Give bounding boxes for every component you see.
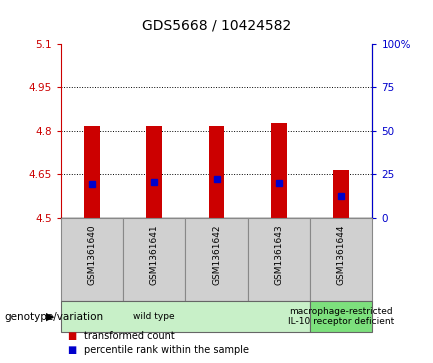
Text: ■: ■ (67, 344, 76, 355)
Text: GSM1361641: GSM1361641 (150, 224, 158, 285)
Bar (61, 218, 123, 301)
Text: GSM1361640: GSM1361640 (87, 224, 96, 285)
Bar (146, 126, 162, 218)
Text: GSM1361644: GSM1361644 (337, 224, 346, 285)
Bar (185, 218, 248, 301)
Bar (209, 126, 224, 218)
Text: GSM1361643: GSM1361643 (275, 224, 283, 285)
Text: transformed count: transformed count (84, 331, 175, 341)
Text: ■: ■ (67, 331, 76, 341)
Bar (61, 301, 310, 332)
Bar (248, 218, 310, 301)
Bar (333, 170, 349, 218)
Bar (84, 126, 100, 218)
Text: ▶: ▶ (45, 312, 54, 322)
Bar (310, 218, 372, 301)
Bar (271, 123, 287, 218)
Text: macrophage-restricted
IL-10 receptor deficient: macrophage-restricted IL-10 receptor def… (288, 307, 394, 326)
Text: wild type: wild type (133, 312, 175, 321)
Text: GSM1361642: GSM1361642 (212, 224, 221, 285)
Bar (310, 301, 372, 332)
Bar (123, 218, 185, 301)
Text: percentile rank within the sample: percentile rank within the sample (84, 344, 249, 355)
Text: GDS5668 / 10424582: GDS5668 / 10424582 (142, 18, 291, 32)
Text: genotype/variation: genotype/variation (4, 312, 103, 322)
